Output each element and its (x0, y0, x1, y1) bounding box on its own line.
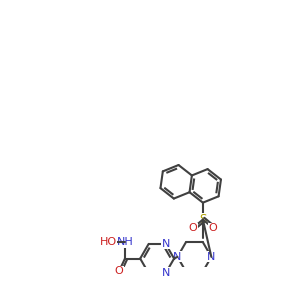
Text: N: N (173, 252, 182, 262)
Text: HO: HO (100, 238, 117, 248)
Text: S: S (199, 213, 207, 226)
Text: O: O (188, 223, 197, 233)
Text: N: N (207, 252, 215, 262)
Text: N: N (161, 239, 170, 249)
Text: O: O (115, 266, 123, 276)
Text: O: O (209, 223, 218, 233)
Text: NH: NH (117, 238, 133, 248)
Text: N: N (161, 268, 170, 278)
